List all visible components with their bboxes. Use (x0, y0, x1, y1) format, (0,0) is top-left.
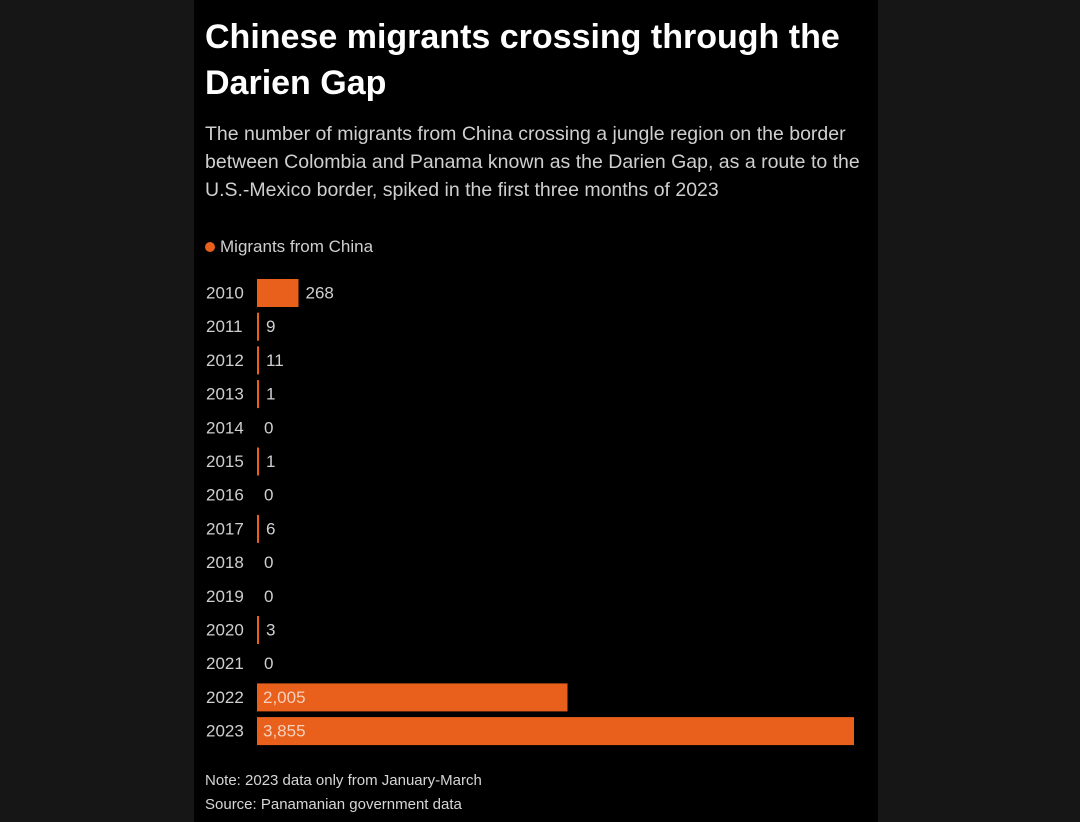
data-label: 6 (266, 519, 275, 538)
bar (257, 447, 259, 476)
y-tick-label: 2014 (206, 418, 244, 437)
bar (257, 683, 568, 712)
data-label: 0 (264, 486, 273, 505)
bar-chart: 2010 268 2011 9 2012 11 2013 1 2014 0 2015 1 2016 0 20… (206, 279, 854, 746)
bar (257, 312, 259, 341)
data-label: 11 (266, 351, 284, 370)
y-tick-label: 2019 (206, 587, 244, 606)
bar (257, 717, 854, 746)
y-tick-label: 2013 (206, 385, 244, 404)
data-label: 9 (266, 317, 275, 336)
data-label: 0 (264, 553, 273, 572)
legend-swatch (205, 242, 215, 252)
data-label: 3,855 (263, 722, 306, 741)
footnote-source: Source: Panamanian government data (205, 796, 462, 813)
footnote-note: Note: 2023 data only from January-March (205, 772, 482, 789)
y-tick-label: 2011 (206, 317, 243, 336)
legend: Migrants from China (205, 235, 373, 259)
bar (257, 616, 259, 644)
y-tick-label: 2020 (206, 621, 244, 640)
bar (257, 279, 299, 307)
data-label: 3 (266, 621, 275, 640)
data-label: 0 (264, 587, 273, 606)
data-label: 268 (306, 284, 334, 303)
y-tick-label: 2018 (206, 553, 244, 572)
y-tick-label: 2021 (206, 654, 244, 673)
y-tick-label: 2012 (206, 351, 244, 370)
y-tick-label: 2016 (206, 486, 244, 505)
bar (257, 514, 259, 543)
bar (257, 380, 259, 409)
data-label: 1 (266, 385, 275, 404)
y-tick-label: 2015 (206, 452, 244, 471)
data-label: 0 (264, 654, 273, 673)
y-tick-label: 2017 (206, 519, 244, 538)
bar (257, 346, 259, 375)
chart-subtitle: The number of migrants from China crossi… (205, 123, 860, 201)
data-label: 2,005 (263, 688, 306, 707)
y-tick-label: 2023 (206, 722, 244, 741)
chart-title: Chinese migrants crossing through the Da… (205, 18, 840, 102)
y-tick-label: 2022 (206, 688, 244, 707)
legend-label: Migrants from China (220, 237, 374, 256)
data-label: 1 (266, 452, 275, 471)
y-tick-label: 2010 (206, 284, 244, 303)
data-label: 0 (264, 418, 273, 437)
